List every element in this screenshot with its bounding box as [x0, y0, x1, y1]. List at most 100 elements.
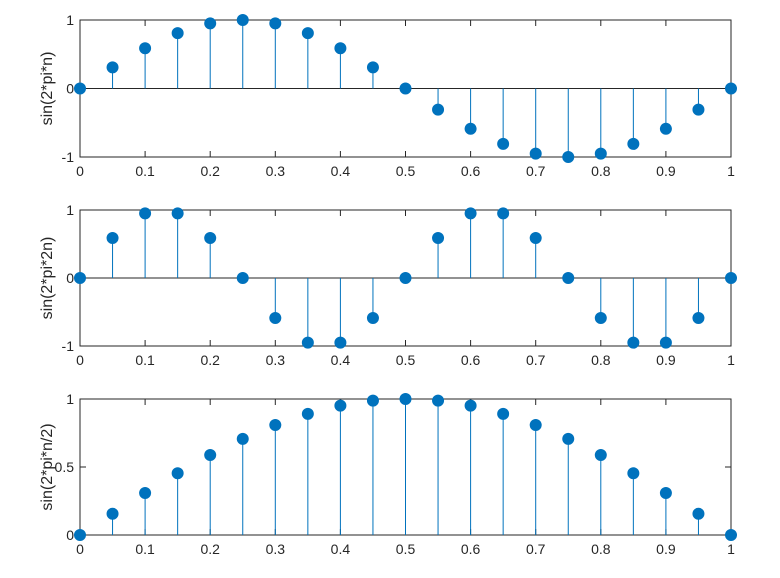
x-tick-label: 0.3 — [266, 163, 286, 179]
stem-marker — [562, 432, 575, 445]
x-tick-label: 0.4 — [331, 352, 351, 368]
y-axis-label: sin(2*pi*n) — [39, 52, 56, 126]
subplot-3: 0 0.1 0.2 0.3 0.4 0.5 0.6 0.7 0.8 0.9 1 0 0.5 1 sin(2*… — [39, 391, 737, 557]
x-tick-label: 0 — [76, 541, 84, 557]
stem-marker — [529, 232, 542, 245]
stem-marker — [74, 272, 86, 284]
y-tick-label: 1 — [66, 202, 74, 218]
x-tick-label: 0.7 — [526, 352, 546, 368]
stem-marker — [301, 336, 314, 349]
stem-marker — [627, 137, 640, 150]
y-tick-label: 0 — [66, 81, 74, 97]
stem-marker — [725, 272, 737, 284]
x-tick-label: 0.4 — [331, 163, 351, 179]
x-tick-label: 0.3 — [266, 541, 286, 557]
x-tick-label: 0.5 — [396, 352, 416, 368]
stem-marker — [106, 507, 119, 520]
stem-marker — [659, 122, 672, 135]
stem-marker — [594, 147, 607, 160]
x-tick-label: 0.7 — [526, 541, 546, 557]
stem-marker — [659, 336, 672, 349]
x-tick-label: 0.1 — [135, 541, 155, 557]
stem-marker — [725, 529, 737, 541]
x-tick-label: 0.7 — [526, 163, 546, 179]
stem-marker — [334, 42, 347, 55]
x-tick-label: 1 — [727, 541, 735, 557]
stem-marker — [106, 61, 119, 74]
stem-marker — [139, 486, 152, 499]
stem-marker — [74, 529, 86, 541]
x-tick-label: 1 — [727, 352, 735, 368]
x-tick-label: 0.9 — [656, 163, 676, 179]
stem-marker — [171, 27, 184, 40]
y-axis-label: sin(2*pi*n/2) — [39, 423, 56, 510]
stem-marker — [236, 14, 249, 26]
y-axis-label: sin(2*pi*2n) — [39, 237, 56, 320]
subplot-2: 0 0.1 0.2 0.3 0.4 0.5 0.6 0.7 0.8 0.9 1-101sin(2*p… — [39, 202, 737, 368]
x-tick-label: 0.3 — [266, 352, 286, 368]
x-tick-label: 0.9 — [656, 352, 676, 368]
x-tick-label: 0.2 — [200, 163, 220, 179]
stem-marker — [432, 232, 445, 245]
x-tick-label: 0.6 — [461, 163, 481, 179]
stem-marker — [236, 272, 249, 284]
x-tick-label: 0.8 — [591, 163, 611, 179]
stem-marker — [366, 394, 379, 407]
y-tick-label: 0 — [66, 270, 74, 286]
y-tick-label: 1 — [66, 391, 74, 407]
stem-marker — [399, 272, 412, 284]
stem-marker — [529, 147, 542, 160]
stem-marker — [204, 232, 217, 245]
x-tick-label: 0.5 — [396, 541, 416, 557]
y-tick-label: 0.5 — [55, 459, 75, 475]
stem-marker — [139, 42, 152, 55]
stem-marker — [562, 272, 575, 284]
stem-marker — [399, 82, 412, 95]
stem-marker — [269, 311, 282, 324]
x-tick-label: 0.5 — [396, 163, 416, 179]
y-tick-label: 0 — [66, 527, 74, 543]
stem-marker — [432, 394, 445, 407]
stem-marker — [692, 311, 705, 324]
x-tick-label: 0.6 — [461, 352, 481, 368]
x-tick-label: 0.4 — [331, 541, 351, 557]
stem-marker — [139, 207, 152, 220]
x-tick-label: 0.8 — [591, 541, 611, 557]
x-tick-label: 0.1 — [135, 163, 155, 179]
stem-marker — [562, 151, 575, 163]
stem-marker — [399, 393, 412, 405]
stem-marker — [236, 432, 249, 445]
stem-marker — [432, 103, 445, 116]
x-tick-label: 0.8 — [591, 352, 611, 368]
x-tick-label: 0.2 — [200, 541, 220, 557]
stem-marker — [171, 467, 184, 480]
y-tick-label: -1 — [62, 149, 75, 165]
x-tick-label: 0.9 — [656, 541, 676, 557]
y-tick-label: 1 — [66, 12, 74, 28]
stem-marker — [74, 82, 86, 95]
stem-marker — [334, 336, 347, 349]
x-tick-label: 0 — [76, 163, 84, 179]
x-tick-label: 0.6 — [461, 541, 481, 557]
stem-marker — [269, 17, 282, 30]
y-tick-label: -1 — [62, 338, 75, 354]
stem-marker — [301, 27, 314, 40]
stem-marker — [725, 82, 737, 95]
x-tick-label: 0.1 — [135, 352, 155, 368]
stem-marker — [366, 61, 379, 74]
x-tick-label: 0.2 — [200, 352, 220, 368]
stem-marker — [594, 449, 607, 462]
stem-marker — [594, 311, 607, 324]
stem-marker — [204, 17, 217, 30]
stem-marker — [301, 407, 314, 420]
stem-marker — [497, 407, 510, 420]
stem-marker — [464, 207, 477, 220]
x-tick-label: 0 — [76, 352, 84, 368]
x-tick-label: 1 — [727, 163, 735, 179]
subplot-1: 0 0.1 0.2 0.3 0.4 0.5 0.6 0.7 0.8 0.9 1-101sin(2*p… — [39, 12, 737, 179]
stem-marker — [627, 467, 640, 480]
stem-marker — [497, 207, 510, 220]
stem-marker — [171, 207, 184, 220]
stem-marker — [334, 399, 347, 412]
